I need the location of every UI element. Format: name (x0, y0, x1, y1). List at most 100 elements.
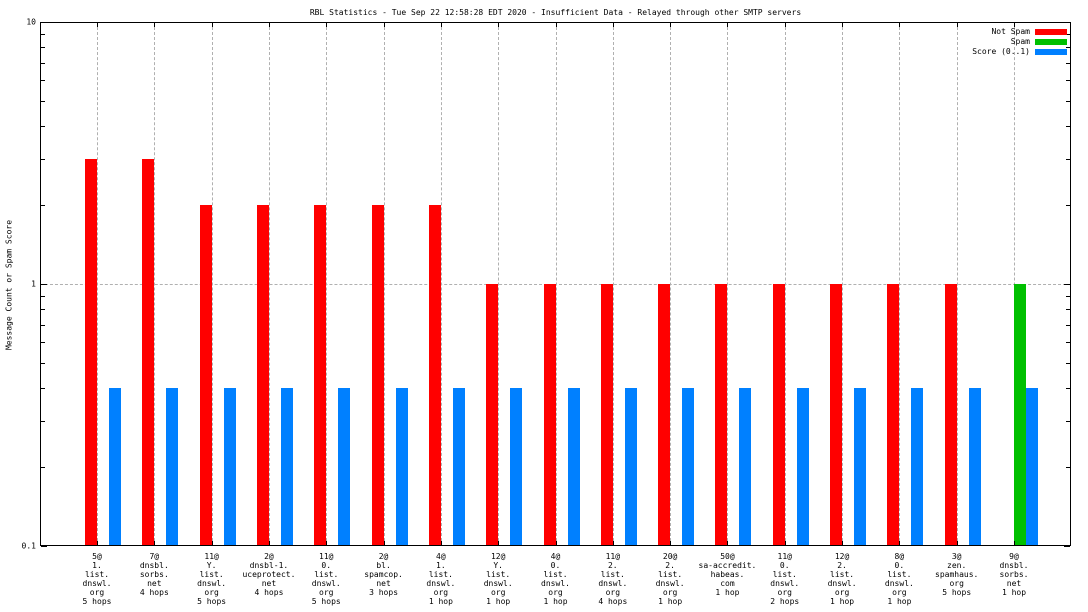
x-label-line: org (949, 579, 964, 588)
y-minor-tick (41, 33, 45, 35)
x-label-line: 5 hops (311, 597, 341, 606)
y-minor-tick (1066, 420, 1070, 422)
bar-score-0-1--7 (510, 388, 523, 546)
x-tick (670, 541, 672, 545)
y-minor-tick (1066, 100, 1070, 102)
y-tick-label-10: 10 (26, 17, 36, 27)
x-label-group-3: 2@ dnsbl-1. uceprotect. net 4 hops (235, 552, 303, 597)
x-label-line: 2. (665, 561, 675, 570)
bar-spam-16 (1014, 284, 1026, 546)
x-label-line: dnswl. (426, 579, 456, 588)
x-label-line: org (777, 588, 792, 597)
x-label-line: 1 hop (658, 597, 683, 606)
y-minor-tick (41, 388, 45, 390)
x-label-line: dnswl. (884, 579, 914, 588)
x-label-line: spamcop. (364, 570, 403, 579)
bar-not-spam-5 (371, 205, 384, 546)
y-minor-tick (41, 420, 45, 422)
y-gridline-1 (40, 284, 1071, 285)
y-minor-tick (41, 342, 45, 344)
x-tick (727, 23, 729, 27)
x-label-line: org (433, 588, 449, 597)
x-label-line: list. (486, 570, 511, 579)
x-label-line: dnswl. (197, 579, 227, 588)
x-label-group-0: 5@ 1. list. dnswl. org 5 hops (63, 552, 131, 606)
x-label-line: 12@ (834, 552, 850, 561)
x-label-line: org (204, 588, 219, 597)
bar-score-0-1--6 (452, 388, 465, 546)
bar-score-0-1--15 (968, 388, 981, 546)
y-major-tick (1064, 546, 1070, 547)
legend: Not Spam Spam Score (0..1) (972, 27, 1067, 57)
x-label-line: org (89, 588, 105, 597)
bar-not-spam-12 (772, 284, 785, 546)
bar-not-spam-3 (256, 205, 269, 546)
x-label-group-11: 50@ sa-accredit. habeas. com 1 hop (693, 552, 761, 597)
x-label-line: 1 hop (543, 597, 568, 606)
x-label-group-8: 4@ 0. list. dnswl. org 1 hop (522, 552, 590, 606)
bar-score-0-1--5 (395, 388, 408, 546)
x-label-line: 1. (92, 561, 102, 570)
y-major-tick (41, 22, 47, 23)
x-label-line: 2. (607, 561, 618, 570)
x-tick (383, 541, 385, 545)
x-label-line: list. (199, 570, 224, 579)
x-tick (956, 541, 958, 545)
x-label-line: Y. (206, 561, 217, 570)
x-label-line: 50@ (720, 552, 735, 561)
bar-score-0-1--3 (280, 388, 293, 546)
x-label-line: 2 hops (770, 597, 800, 606)
x-label-line: dnsbl. (999, 561, 1029, 570)
y-minor-tick (41, 62, 45, 64)
x-label-line: 11@ (319, 552, 334, 561)
x-label-line: org (892, 588, 907, 597)
x-label-line: 1 hop (428, 597, 453, 606)
x-label-line: list. (887, 570, 912, 579)
x-tick (1014, 541, 1015, 545)
x-label-line: org (662, 588, 678, 597)
x-tick (97, 23, 98, 27)
legend-item-spam: Spam (972, 37, 1067, 46)
x-label-line: 11@ (605, 552, 621, 561)
x-label-line: uceprotect. (242, 570, 296, 579)
x-label-group-12: 11@ 0. list. dnswl. org 2 hops (751, 552, 819, 606)
y-minor-tick (41, 205, 45, 207)
x-label-group-9: 11@ 2. list. dnswl. org 4 hops (579, 552, 647, 606)
x-label-line: 1 hop (1001, 588, 1027, 597)
y-minor-tick (41, 467, 45, 469)
bar-score-0-1--1 (166, 388, 179, 546)
x-label-line: list. (428, 570, 453, 579)
x-label-line: 1 hop (715, 588, 740, 597)
bar-not-spam-13 (830, 284, 843, 546)
x-label-line: net (147, 579, 162, 588)
bar-not-spam-7 (486, 284, 499, 546)
x-tick (899, 541, 901, 545)
x-tick (612, 541, 614, 545)
y-major-tick (41, 284, 47, 285)
x-label-line: net (261, 579, 277, 588)
bar-not-spam-14 (887, 284, 900, 546)
y-major-tick (1064, 22, 1070, 23)
y-minor-tick (1066, 126, 1070, 128)
x-tick (154, 23, 156, 27)
y-minor-tick (41, 324, 45, 326)
legend-item-not-spam: Not Spam (972, 27, 1067, 36)
x-label-line: 4 hops (139, 588, 169, 597)
bar-score-0-1--4 (338, 388, 351, 546)
x-label-group-13: 12@ 2. list. dnswl. org 1 hop (808, 552, 876, 606)
y-minor-tick (1066, 80, 1070, 82)
x-label-line: org (605, 588, 621, 597)
y-minor-tick (1066, 33, 1070, 35)
y-minor-tick (41, 126, 45, 128)
x-label-line: sa-accredit. (698, 561, 757, 570)
x-label-line: 3@ (951, 552, 962, 561)
x-label-line: 2@ (378, 552, 389, 561)
x-label-line: 0. (779, 561, 790, 570)
x-label-line: list. (84, 570, 110, 579)
y-minor-tick (41, 100, 45, 102)
x-label-line: 5@ (92, 552, 102, 561)
legend-label-score: Score (0..1) (972, 47, 1030, 56)
y-minor-tick (1066, 158, 1070, 160)
bar-not-spam-15 (944, 284, 957, 546)
y-minor-tick (41, 158, 45, 160)
